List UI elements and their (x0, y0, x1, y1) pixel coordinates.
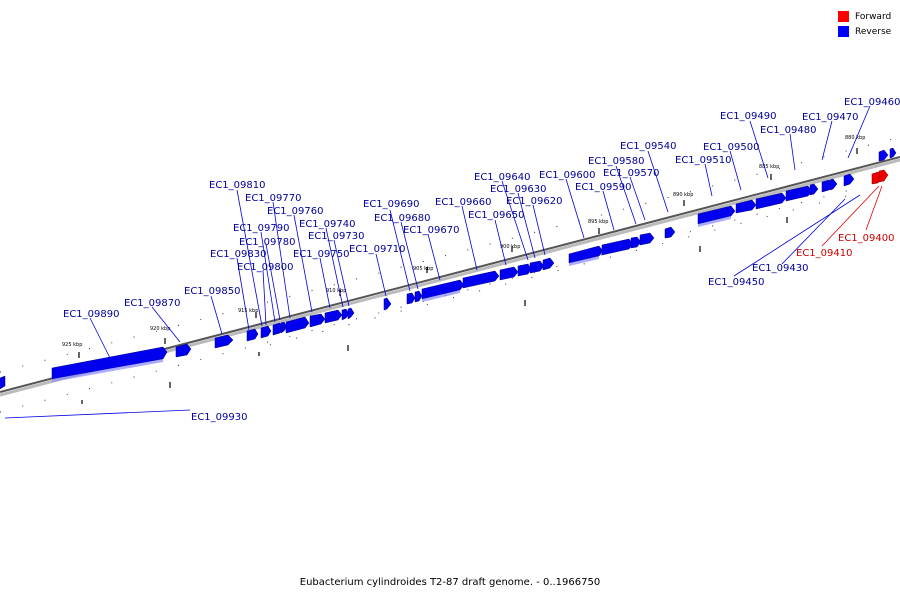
forward-swatch (838, 11, 849, 22)
track-dots-upper (0, 136, 900, 373)
gene-label-EC1_09510: EC1_09510 (675, 155, 731, 166)
gene-label-EC1_09760: EC1_09760 (267, 206, 323, 217)
gene-label-EC1_09730: EC1_09730 (308, 231, 364, 242)
gene-label-EC1_09620: EC1_09620 (506, 196, 562, 207)
forward-gene-arrows (871, 169, 889, 185)
gene-label-EC1_09740: EC1_09740 (299, 219, 355, 230)
gene-label-EC1_09400: EC1_09400 (838, 233, 894, 244)
forward-leader-lines (821, 185, 883, 247)
gene-label-EC1_09780: EC1_09780 (239, 237, 295, 248)
gene-label-EC1_09430: EC1_09430 (752, 263, 808, 274)
tick-label: 925 kbp (62, 342, 82, 348)
gene-label-EC1_09640: EC1_09640 (474, 172, 530, 183)
gene-label-EC1_09660: EC1_09660 (435, 197, 491, 208)
gene-label-EC1_09870: EC1_09870 (124, 298, 180, 309)
gene-label-EC1_09490: EC1_09490 (720, 111, 776, 122)
gene-label-EC1_09750: EC1_09750 (293, 249, 349, 260)
legend: Forward Reverse (838, 9, 891, 39)
legend-forward: Forward (838, 9, 891, 24)
gene-label-EC1_09460: EC1_09460 (844, 97, 900, 108)
gene-label-EC1_09790: EC1_09790 (233, 223, 289, 234)
tick-label: 920 kbp (150, 326, 170, 332)
gene-label-EC1_09480: EC1_09480 (760, 125, 816, 136)
gene-label-EC1_09830: EC1_09830 (210, 249, 266, 260)
gene-label-EC1_09850: EC1_09850 (184, 286, 240, 297)
tick-label: 880 kbp (845, 135, 865, 141)
gene-label-EC1_09600: EC1_09600 (539, 170, 595, 181)
gene-label-EC1_09810: EC1_09810 (209, 180, 265, 191)
reverse-leader-lines (4, 105, 871, 419)
gene-label-EC1_09410: EC1_09410 (796, 248, 852, 259)
gene-label-EC1_09650: EC1_09650 (468, 210, 524, 221)
tick-label: 885 kbp (759, 164, 779, 170)
gene-label-EC1_09800: EC1_09800 (237, 262, 293, 273)
legend-reverse: Reverse (838, 24, 891, 39)
reverse-gene-arrows (0, 147, 897, 390)
tick-label: 895 kbp (588, 219, 608, 225)
reverse-swatch (838, 26, 849, 37)
gene-label-EC1_09590: EC1_09590 (575, 182, 631, 193)
tick-label: 915 kbp (238, 308, 258, 314)
gene-label-EC1_09670: EC1_09670 (403, 225, 459, 236)
gene-label-EC1_09470: EC1_09470 (802, 112, 858, 123)
gene-label-EC1_09450: EC1_09450 (708, 277, 764, 288)
gene-label-EC1_09570: EC1_09570 (603, 168, 659, 179)
gene-label-EC1_09630: EC1_09630 (490, 184, 546, 195)
gene-label-EC1_09580: EC1_09580 (588, 156, 644, 167)
legend-forward-label: Forward (855, 11, 892, 22)
gene-label-EC1_09540: EC1_09540 (620, 141, 676, 152)
legend-reverse-label: Reverse (855, 26, 892, 37)
tick-label: 910 kbp (326, 288, 346, 294)
tick-label: 905 kbp (413, 266, 433, 272)
gene-label-EC1_09710: EC1_09710 (349, 244, 405, 255)
tick-label: 890 kbp (673, 192, 693, 198)
genome-caption: Eubacterium cylindroides T2-87 draft gen… (299, 577, 601, 588)
gene-label-EC1_09930: EC1_09930 (191, 412, 247, 423)
gene-label-EC1_09770: EC1_09770 (245, 193, 301, 204)
major-ticks (78, 148, 858, 404)
gene-label-EC1_09890: EC1_09890 (63, 309, 119, 320)
gene-label-EC1_09690: EC1_09690 (363, 199, 419, 210)
gene-label-EC1_09500: EC1_09500 (703, 142, 759, 153)
gene-label-EC1_09680: EC1_09680 (374, 213, 430, 224)
tick-label: 900 kbp (500, 244, 520, 250)
reverse-gene-shadows (52, 216, 731, 382)
